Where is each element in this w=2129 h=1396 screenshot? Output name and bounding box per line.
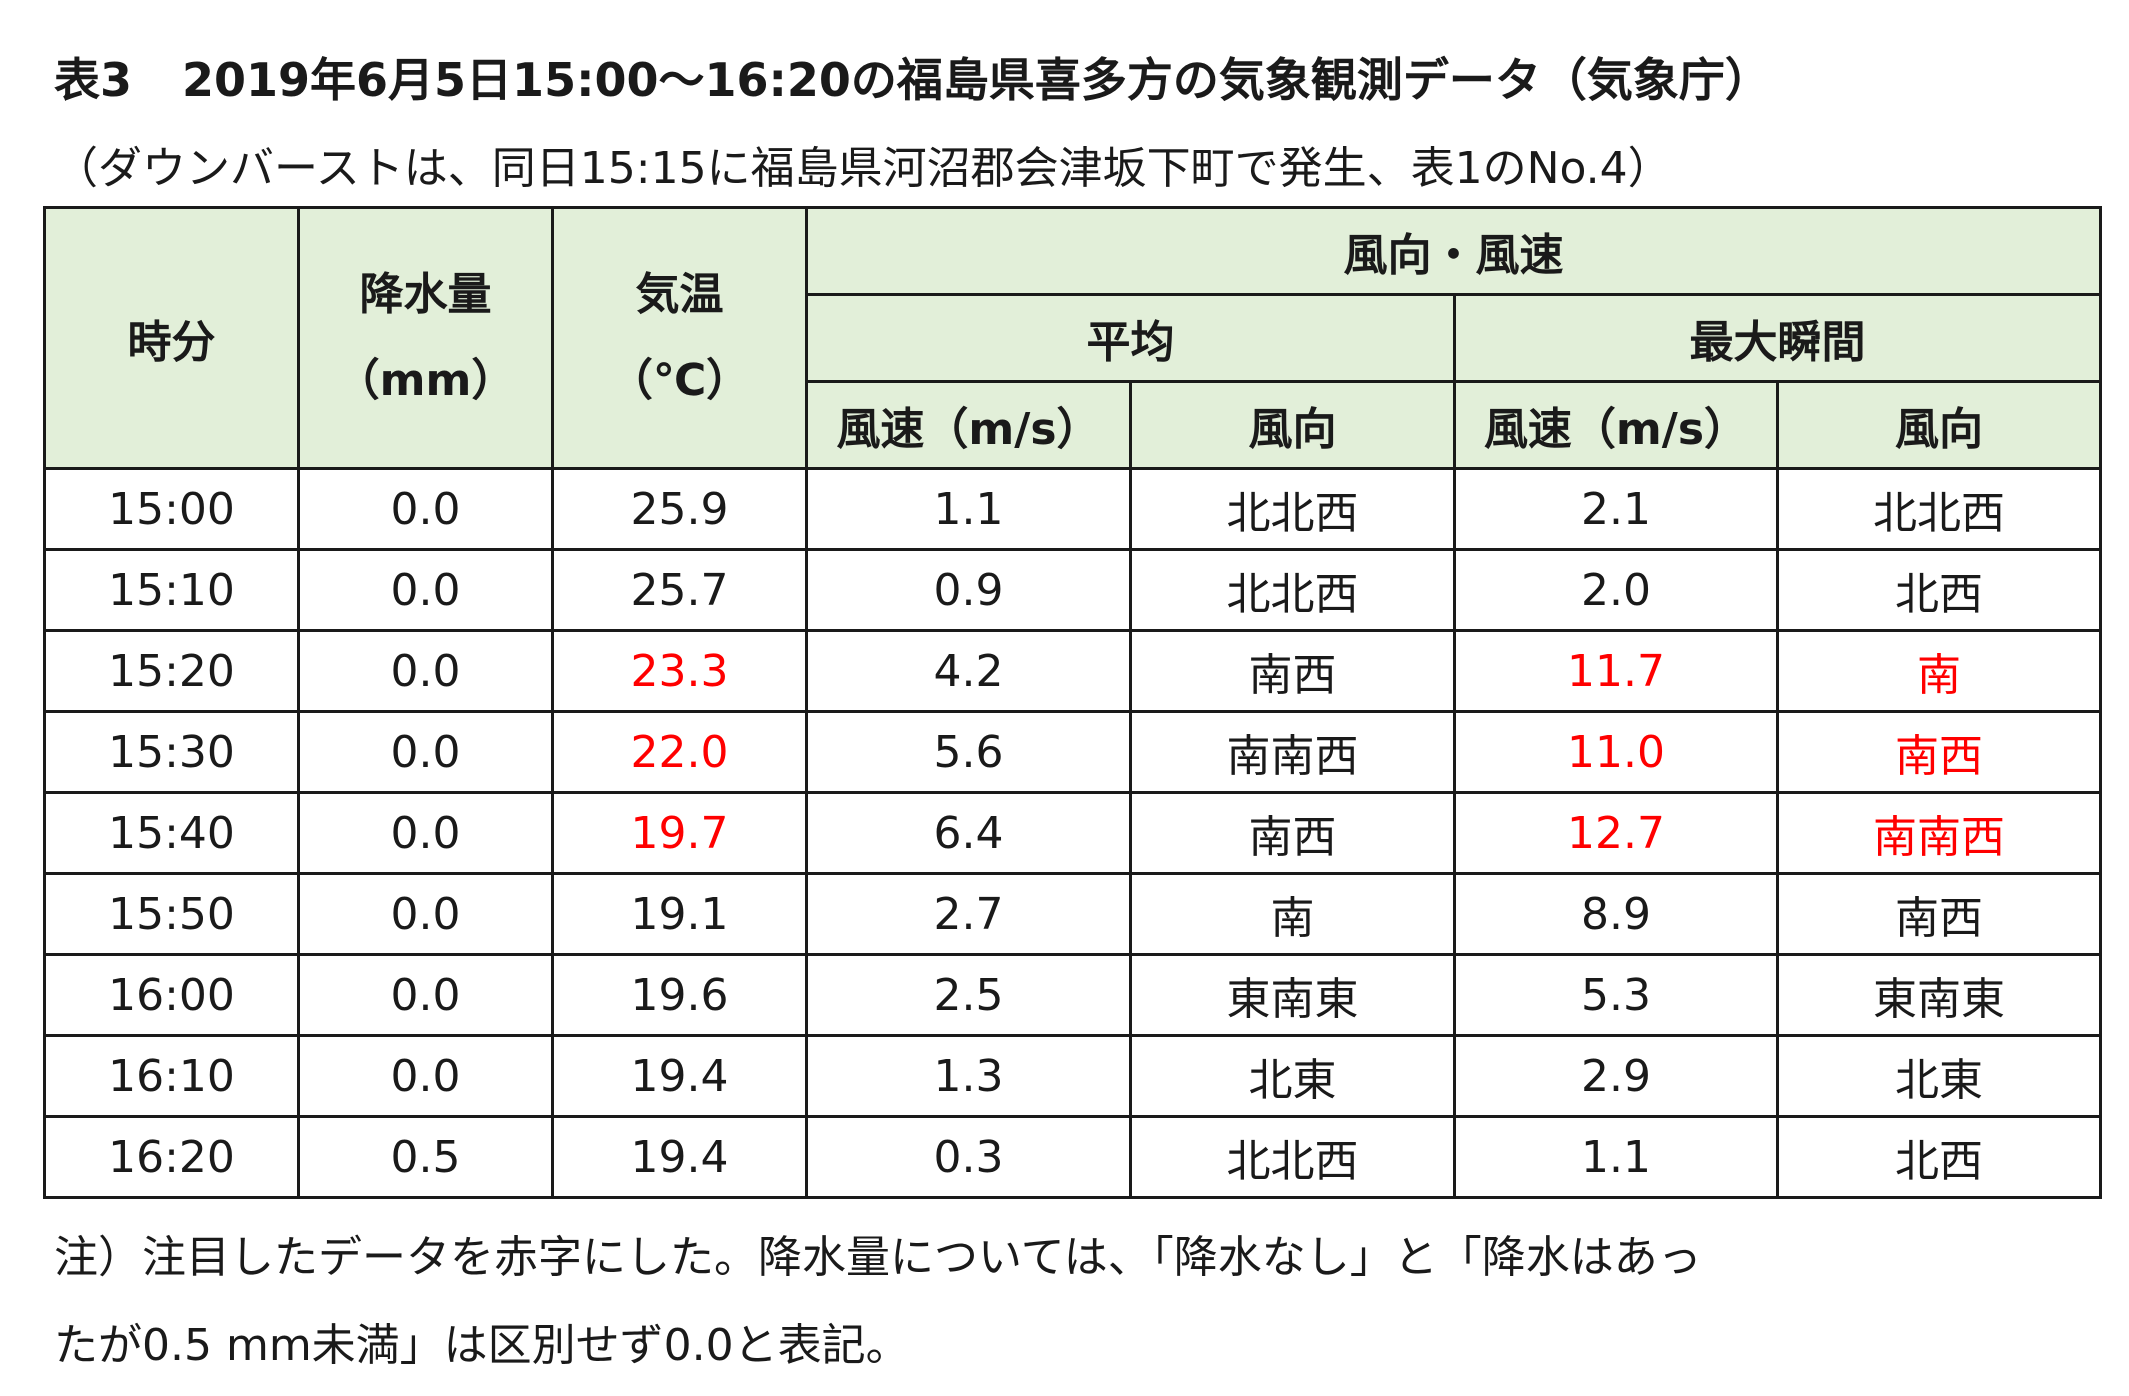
table-title-text: 2019年6月5日15:00〜16:20の福島県喜多方の気象観測データ（気象庁） [182, 53, 1771, 107]
cell-time: 15:30 [43, 710, 300, 794]
cell-temperature: 19.4 [551, 1115, 808, 1199]
cell-average-speed: 1.1 [805, 467, 1132, 551]
cell-average-speed: 0.9 [805, 548, 1132, 632]
cell-time: 16:00 [43, 953, 300, 1037]
table-row: 16:00 0.0 19.6 2.5 東南東 5.3 東南東 [43, 953, 2102, 1037]
cell-average-speed: 2.7 [805, 872, 1132, 956]
cell-max-direction-highlight: 南南西 [1776, 791, 2102, 875]
header-temperature-unit: （℃） [608, 355, 751, 406]
cell-max-speed: 8.9 [1453, 872, 1779, 956]
cell-time: 15:20 [43, 629, 300, 713]
cell-average-speed: 6.4 [805, 791, 1132, 875]
cell-max-speed: 5.3 [1453, 953, 1779, 1037]
cell-precipitation: 0.0 [297, 1034, 554, 1118]
cell-max-speed-highlight: 12.7 [1453, 791, 1779, 875]
table-row: 15:10 0.0 25.7 0.9 北北西 2.0 北西 [43, 548, 2102, 632]
cell-temperature: 19.4 [551, 1034, 808, 1118]
header-average: 平均 [805, 293, 1456, 383]
header-precipitation-unit: （mm） [335, 355, 516, 406]
cell-time: 15:50 [43, 872, 300, 956]
cell-precipitation: 0.0 [297, 548, 554, 632]
cell-time: 15:00 [43, 467, 300, 551]
cell-average-direction: 南西 [1129, 629, 1456, 713]
footnote-line-2: たが0.5 mm未満」は区別せず0.0と表記。 [54, 1320, 910, 1371]
cell-average-direction: 南西 [1129, 791, 1456, 875]
cell-average-speed: 1.3 [805, 1034, 1132, 1118]
cell-average-direction: 東南東 [1129, 953, 1456, 1037]
cell-temperature: 19.6 [551, 953, 808, 1037]
header-wind: 風向・風速 [805, 206, 2102, 296]
table-row: 15:40 0.0 19.7 6.4 南西 12.7 南南西 [43, 791, 2102, 875]
table-row: 16:10 0.0 19.4 1.3 北東 2.9 北東 [43, 1034, 2102, 1118]
cell-average-direction: 南 [1129, 872, 1456, 956]
table-footnote: 注）注目したデータを赤字にした。降水量については、「降水なし」と「降水はあっ た… [54, 1214, 2074, 1390]
cell-max-direction: 北西 [1776, 1115, 2102, 1199]
cell-average-speed: 4.2 [805, 629, 1132, 713]
header-precipitation: 降水量 （mm） [297, 206, 554, 470]
header-max-direction: 風向 [1776, 380, 2102, 470]
cell-max-direction-highlight: 南 [1776, 629, 2102, 713]
header-precipitation-label: 降水量 [359, 269, 492, 320]
cell-max-speed: 1.1 [1453, 1115, 1779, 1199]
cell-max-speed-highlight: 11.0 [1453, 710, 1779, 794]
cell-precipitation: 0.0 [297, 953, 554, 1037]
cell-max-speed: 2.0 [1453, 548, 1779, 632]
cell-precipitation: 0.0 [297, 872, 554, 956]
cell-precipitation: 0.0 [297, 629, 554, 713]
observation-table: 時分 降水量 （mm） 気温 （℃） 風向・風速 平均 最大瞬間 風速（m/s）… [43, 206, 2102, 1199]
cell-max-speed-highlight: 11.7 [1453, 629, 1779, 713]
table-row: 15:00 0.0 25.9 1.1 北北西 2.1 北北西 [43, 467, 2102, 551]
table-subtitle: （ダウンバーストは、同日15:15に福島県河沼郡会津坂下町で発生、表1のNo.4… [54, 143, 1672, 194]
cell-max-speed: 2.1 [1453, 467, 1779, 551]
cell-time: 15:40 [43, 791, 300, 875]
cell-temperature-highlight: 23.3 [551, 629, 808, 713]
cell-average-speed: 0.3 [805, 1115, 1132, 1199]
header-temperature-label: 気温 [635, 269, 724, 320]
table-row: 15:30 0.0 22.0 5.6 南南西 11.0 南西 [43, 710, 2102, 794]
cell-max-direction: 東南東 [1776, 953, 2102, 1037]
cell-precipitation: 0.0 [297, 791, 554, 875]
header-max-speed: 風速（m/s） [1453, 380, 1779, 470]
header-average-direction: 風向 [1129, 380, 1456, 470]
footnote-line-1: 注）注目したデータを赤字にした。降水量については、「降水なし」と「降水はあっ [54, 1232, 1702, 1283]
table-row: 15:20 0.0 23.3 4.2 南西 11.7 南 [43, 629, 2102, 713]
cell-precipitation: 0.0 [297, 710, 554, 794]
header-max-gust: 最大瞬間 [1453, 293, 2102, 383]
cell-temperature: 19.1 [551, 872, 808, 956]
cell-max-direction: 南西 [1776, 872, 2102, 956]
table-row: 16:20 0.5 19.4 0.3 北北西 1.1 北西 [43, 1115, 2102, 1199]
header-time: 時分 [43, 206, 300, 470]
cell-temperature-highlight: 19.7 [551, 791, 808, 875]
cell-time: 16:10 [43, 1034, 300, 1118]
table-row: 15:50 0.0 19.1 2.7 南 8.9 南西 [43, 872, 2102, 956]
cell-max-speed: 2.9 [1453, 1034, 1779, 1118]
cell-precipitation: 0.0 [297, 467, 554, 551]
cell-average-direction: 北北西 [1129, 1115, 1456, 1199]
cell-temperature: 25.7 [551, 548, 808, 632]
cell-precipitation: 0.5 [297, 1115, 554, 1199]
cell-temperature-highlight: 22.0 [551, 710, 808, 794]
table-title: 表3 2019年6月5日15:00〜16:20の福島県喜多方の気象観測データ（気象… [54, 44, 1771, 110]
cell-average-direction: 北北西 [1129, 548, 1456, 632]
cell-max-direction-highlight: 南西 [1776, 710, 2102, 794]
cell-average-speed: 5.6 [805, 710, 1132, 794]
header-temperature: 気温 （℃） [551, 206, 808, 470]
cell-time: 15:10 [43, 548, 300, 632]
cell-max-direction: 北西 [1776, 548, 2102, 632]
cell-average-speed: 2.5 [805, 953, 1132, 1037]
cell-average-direction: 北東 [1129, 1034, 1456, 1118]
cell-average-direction: 南南西 [1129, 710, 1456, 794]
cell-max-direction: 北東 [1776, 1034, 2102, 1118]
header-average-speed: 風速（m/s） [805, 380, 1132, 470]
cell-max-direction: 北北西 [1776, 467, 2102, 551]
cell-average-direction: 北北西 [1129, 467, 1456, 551]
table-number: 表3 [54, 53, 133, 107]
cell-temperature: 25.9 [551, 467, 808, 551]
cell-time: 16:20 [43, 1115, 300, 1199]
